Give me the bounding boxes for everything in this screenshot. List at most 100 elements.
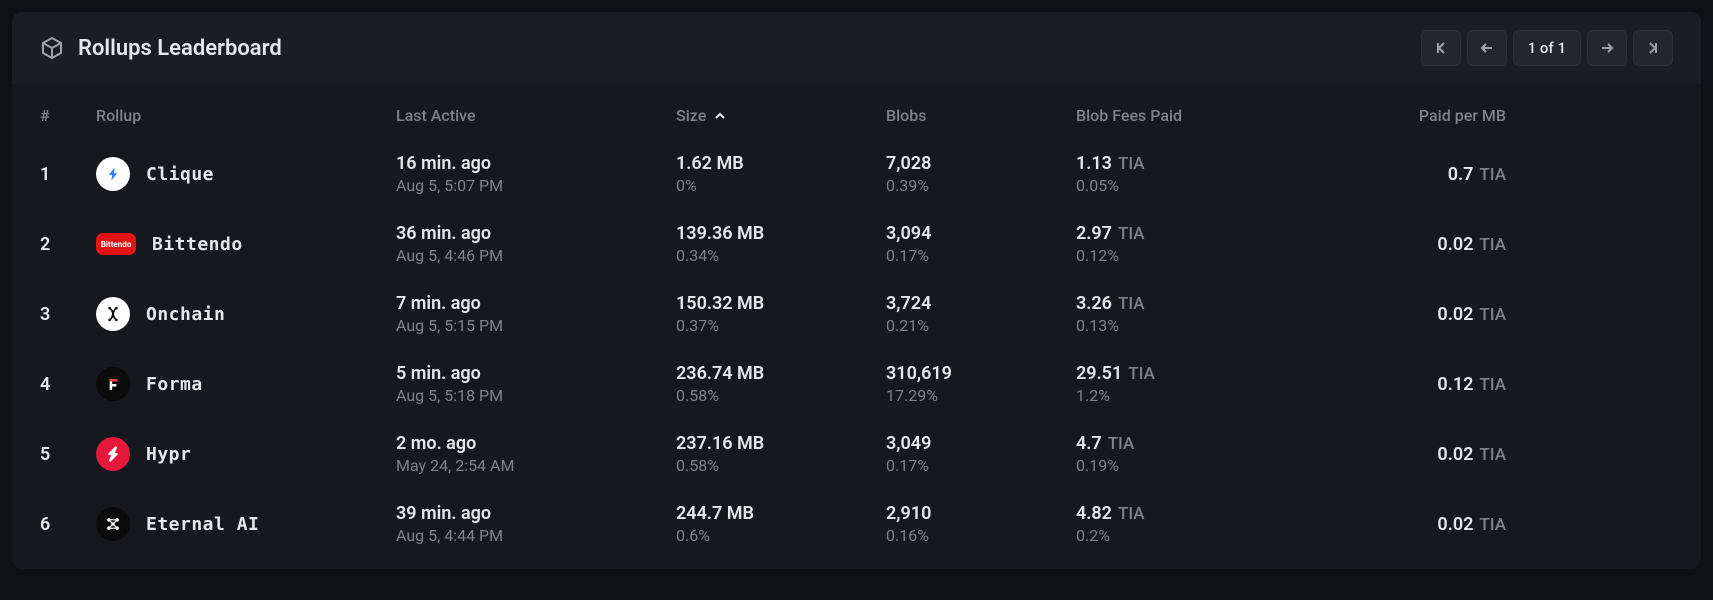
blobs-pct: 0.17%	[886, 246, 1076, 265]
panel-header: Rollups Leaderboard 1 of 1	[12, 12, 1701, 84]
fees-unit: TIA	[1118, 154, 1145, 174]
size-value: 237.16 MB	[676, 433, 886, 454]
paid-per-mb-cell: 0.7TIA	[1448, 164, 1506, 185]
paid-per-mb-cell: 0.12 TIA	[1437, 374, 1506, 395]
paid-per-mb-value: 0.02	[1437, 514, 1473, 535]
last-active-cell: 16 min. agoAug 5, 5:07 PM	[396, 153, 676, 195]
size-cell: 139.36 MB0.34%	[676, 223, 886, 265]
table-row[interactable]: 5Hypr2 mo. agoMay 24, 2:54 AM237.16 MB 0.…	[40, 419, 1673, 489]
th-paid-per-mb[interactable]: Paid per MB	[1306, 106, 1506, 125]
size-pct: 0.58%	[676, 456, 886, 475]
last-active-rel: 7 min. ago	[396, 293, 676, 314]
paid-per-mb-cell: 0.02 TIA	[1437, 234, 1506, 255]
th-last-active[interactable]: Last Active	[396, 106, 676, 125]
blobs-cell: 3,7240.21%	[886, 293, 1076, 335]
fees-cell: 1.13TIA0.05%	[1076, 153, 1306, 195]
rollup-cell: Clique	[96, 157, 396, 191]
rollup-cell: Hypr	[96, 437, 396, 471]
last-active-cell: 39 min. agoAug 5, 4:44 PM	[396, 503, 676, 545]
pager-prev-button[interactable]	[1467, 30, 1507, 66]
size-value: 150.32 MB	[676, 293, 886, 314]
size-cell: 1.62 MB0%	[676, 153, 886, 195]
th-size[interactable]: Size	[676, 106, 886, 125]
fees-pct: 0.2%	[1076, 526, 1306, 545]
size-cell: 236.74 MB0.58%	[676, 363, 886, 405]
fees-cell: 4.82TIA0.2%	[1076, 503, 1306, 545]
rank: 2	[40, 234, 96, 255]
rollup-logo	[96, 157, 130, 191]
rank: 6	[40, 514, 96, 535]
size-value: 236.74 MB	[676, 363, 886, 384]
leaderboard-panel: Rollups Leaderboard 1 of 1 # Rollup Last…	[12, 12, 1701, 569]
table-row[interactable]: 2BittendoBittendo36 min. agoAug 5, 4:46 …	[40, 209, 1673, 279]
blobs-value: 310,619	[886, 363, 1076, 384]
fees-value: 3.26	[1076, 293, 1112, 314]
th-rank[interactable]: #	[40, 106, 96, 125]
rank: 5	[40, 444, 96, 465]
table-row[interactable]: 3Onchain7 min. agoAug 5, 5:15 PM150.32 M…	[40, 279, 1673, 349]
table-row[interactable]: 4Forma5 min. agoAug 5, 5:18 PM236.74 MB0…	[40, 349, 1673, 419]
last-active-cell: 5 min. ago Aug 5, 5:18 PM	[396, 363, 676, 405]
fees-pct: 0.19%	[1076, 456, 1306, 475]
fees-cell: 2.97TIA0.12%	[1076, 223, 1306, 265]
blobs-value: 2,910	[886, 503, 1076, 524]
rollup-logo	[96, 297, 130, 331]
fees-cell: 29.51TIA1.2%	[1076, 363, 1306, 405]
rollup-logo	[96, 507, 130, 541]
fees-value: 4.7	[1076, 433, 1102, 454]
th-size-label: Size	[676, 106, 706, 125]
rank: 4	[40, 374, 96, 395]
leaderboard-table: # Rollup Last Active Size Blobs Blob Fee…	[12, 84, 1701, 569]
fees-unit: TIA	[1108, 434, 1135, 454]
rollup-logo	[96, 437, 130, 471]
paid-per-mb-cell: 0.02TIA	[1437, 304, 1506, 325]
pager-first-button[interactable]	[1421, 30, 1461, 66]
size-value: 1.62 MB	[676, 153, 886, 174]
paid-per-mb-cell: 0.02TIA	[1437, 514, 1506, 535]
blobs-value: 3,724	[886, 293, 1076, 314]
th-blob-fees[interactable]: Blob Fees Paid	[1076, 106, 1306, 125]
paid-per-mb-unit: TIA	[1479, 305, 1506, 325]
fees-value: 1.13	[1076, 153, 1112, 174]
fees-unit: TIA	[1118, 294, 1145, 314]
th-rollup[interactable]: Rollup	[96, 106, 396, 125]
th-blobs[interactable]: Blobs	[886, 106, 1076, 125]
last-active-ts: Aug 5, 5:07 PM	[396, 176, 676, 195]
size-value: 139.36 MB	[676, 223, 886, 244]
pager-last-button[interactable]	[1633, 30, 1673, 66]
rank: 3	[40, 304, 96, 325]
table-row[interactable]: 1Clique16 min. agoAug 5, 5:07 PM1.62 MB0…	[40, 139, 1673, 209]
table-row[interactable]: 6Eternal AI39 min. agoAug 5, 4:44 PM244.…	[40, 489, 1673, 559]
blobs-pct: 0.39%	[886, 176, 1076, 195]
size-cell: 237.16 MB 0.58%	[676, 433, 886, 475]
paid-per-mb-unit: TIA	[1479, 375, 1506, 395]
rollup-name: Bittendo	[152, 234, 243, 255]
pager-next-button[interactable]	[1587, 30, 1627, 66]
last-active-ts: Aug 5, 5:18 PM	[396, 386, 676, 405]
blobs-cell: 3,094 0.17%	[886, 223, 1076, 265]
fees-value: 2.97	[1076, 223, 1112, 244]
size-pct: 0.37%	[676, 316, 886, 335]
blobs-value: 3,094	[886, 223, 1076, 244]
last-active-rel: 5 min. ago	[396, 363, 676, 384]
blobs-cell: 2,9100.16%	[886, 503, 1076, 545]
last-active-cell: 2 mo. agoMay 24, 2:54 AM	[396, 433, 676, 475]
fees-value: 29.51	[1076, 363, 1122, 384]
rollup-name: Clique	[146, 164, 214, 185]
pager-page-label: 1 of 1	[1513, 30, 1581, 66]
paid-per-mb-value: 0.7	[1448, 164, 1474, 185]
blobs-cell: 310,61917.29%	[886, 363, 1076, 405]
size-cell: 244.7 MB0.6%	[676, 503, 886, 545]
fees-pct: 1.2%	[1076, 386, 1306, 405]
last-active-rel: 39 min. ago	[396, 503, 676, 524]
paid-per-mb-value: 0.12	[1437, 374, 1473, 395]
sort-asc-icon	[714, 110, 726, 122]
last-active-ts: Aug 5, 5:15 PM	[396, 316, 676, 335]
fees-unit: TIA	[1118, 504, 1145, 524]
paid-per-mb-value: 0.02	[1437, 234, 1473, 255]
rollup-name: Forma	[146, 374, 203, 395]
paid-per-mb-unit: TIA	[1479, 235, 1506, 255]
rank: 1	[40, 164, 96, 185]
last-active-rel: 36 min. ago	[396, 223, 676, 244]
last-active-cell: 7 min. ago Aug 5, 5:15 PM	[396, 293, 676, 335]
